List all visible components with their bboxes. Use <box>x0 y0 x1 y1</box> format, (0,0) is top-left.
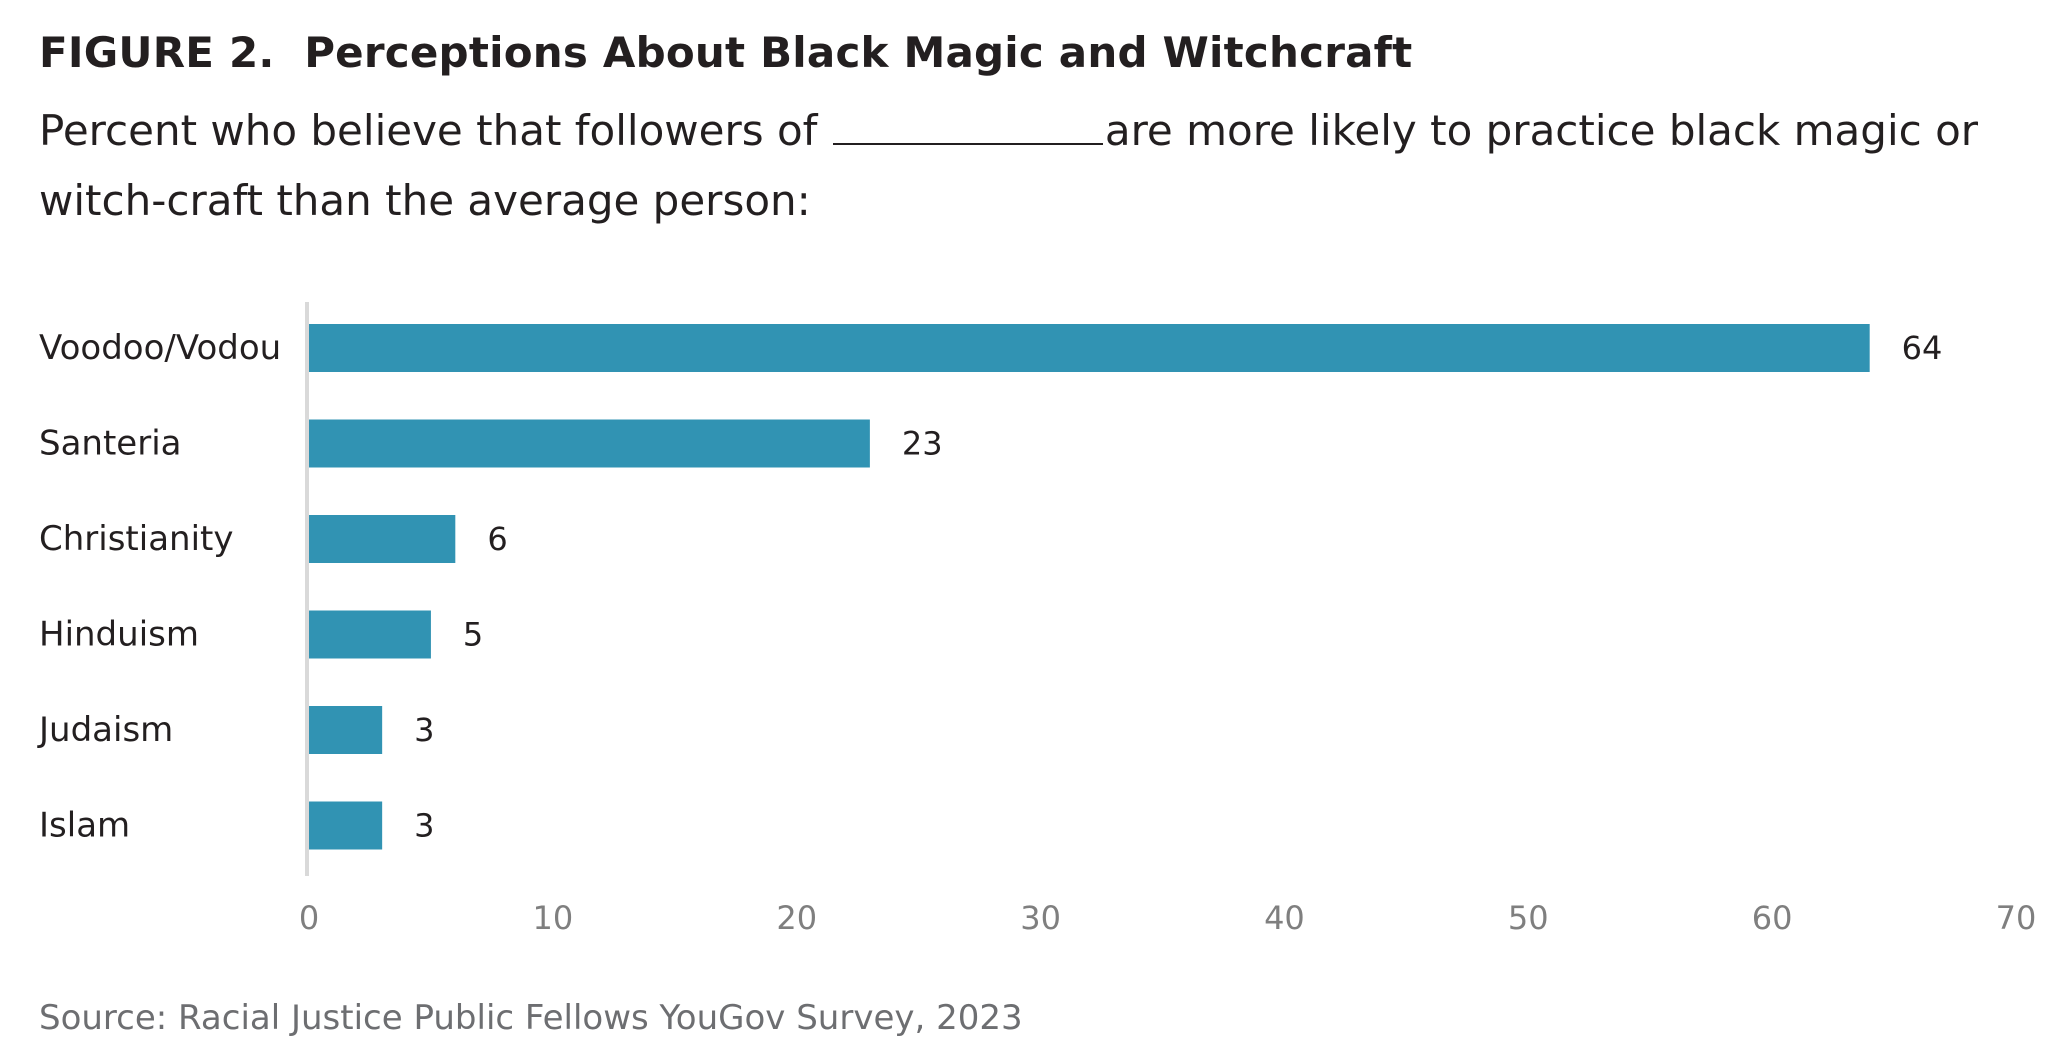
figure-title: Perceptions About Black Magic and Witchc… <box>304 28 1413 77</box>
x-tick-label: 50 <box>1508 899 1549 937</box>
x-tick-label: 60 <box>1752 899 1793 937</box>
data-label: 3 <box>414 807 434 845</box>
bar <box>309 324 1870 372</box>
subtitle-blank-line <box>832 109 1103 145</box>
subtitle-after: are more likely to practice black magic … <box>39 106 1979 225</box>
x-tick-label: 10 <box>532 899 573 937</box>
data-label: 6 <box>487 520 507 558</box>
x-tick-label: 30 <box>1020 899 1061 937</box>
category-label: Voodoo/Vodou <box>39 328 281 368</box>
source-note: Source: Racial Justice Public Fellows Yo… <box>39 998 1023 1038</box>
x-tick-label: 70 <box>1996 899 2037 937</box>
figure-label: FIGURE 2. <box>39 28 275 77</box>
category-label: Islam <box>39 806 130 846</box>
bar <box>309 706 383 754</box>
bar <box>309 419 870 468</box>
chart-subtitle: Percent who believe that followers of ar… <box>39 96 1999 236</box>
category-label: Hinduism <box>39 615 199 655</box>
x-tick-label: 20 <box>776 899 817 937</box>
data-label: 3 <box>414 711 434 749</box>
category-label: Christianity <box>39 519 234 559</box>
data-label: 23 <box>902 425 943 463</box>
subtitle-before: Percent who believe that followers of <box>39 106 818 155</box>
chart-title: FIGURE 2. Perceptions About Black Magic … <box>39 28 1412 77</box>
bar <box>309 610 431 659</box>
data-label: 5 <box>463 616 483 654</box>
category-label: Santeria <box>39 424 181 464</box>
bar <box>309 801 383 850</box>
x-tick-label: 40 <box>1264 899 1305 937</box>
x-tick-label: 0 <box>299 899 319 937</box>
bar <box>309 515 456 563</box>
data-label: 64 <box>1902 329 1943 367</box>
category-label: Judaism <box>37 710 173 750</box>
